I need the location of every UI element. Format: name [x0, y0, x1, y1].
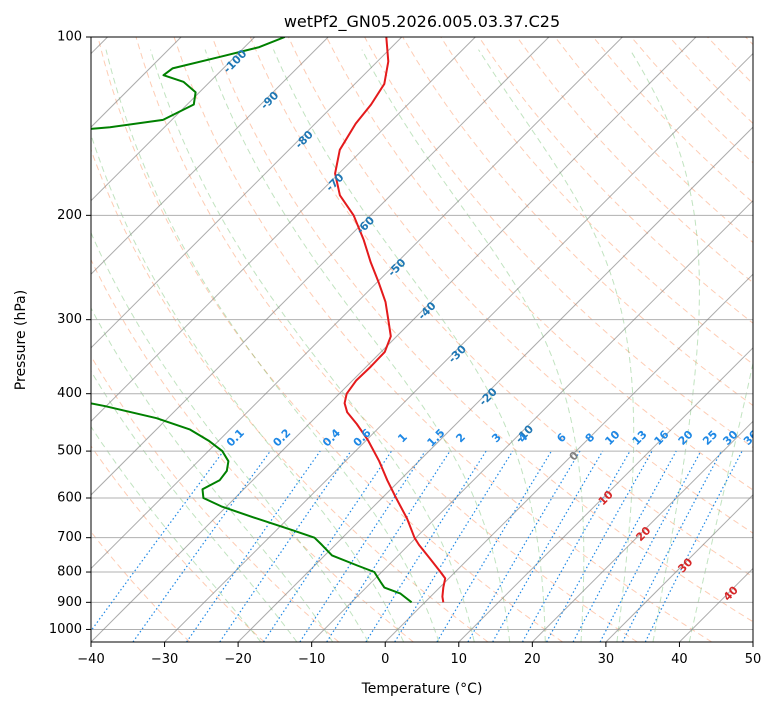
- y-tick-label: 500: [57, 444, 82, 459]
- mixing-ratio-line: [326, 450, 451, 642]
- mixing-ratio-line: [262, 450, 392, 642]
- x-axis-label: Temperature (°C): [361, 681, 483, 697]
- mixing-ratio-line: [546, 450, 653, 642]
- mixing-ratio-line: [132, 450, 271, 642]
- mixing-ratio-line: [186, 450, 321, 642]
- temperature-line: [334, 37, 447, 603]
- isotherm-gridline: [91, 37, 623, 570]
- isotherm-gridline: [91, 37, 329, 275]
- isotherm-gridline: [237, 126, 753, 642]
- y-axis-label: Pressure (hPa): [13, 290, 29, 390]
- moist-adiabat: [91, 231, 369, 642]
- dewpoint-line: [91, 37, 413, 604]
- plot-area: [91, 37, 753, 642]
- x-tick-label: −30: [151, 652, 178, 667]
- mixing-ratio-line: [644, 450, 743, 642]
- isotherm-gridline: [752, 641, 753, 642]
- isotherm-gridline: [605, 494, 753, 642]
- dry-adiabat: [91, 445, 265, 642]
- x-tick-label: 30: [598, 652, 615, 667]
- isotherm-gridline: [91, 37, 256, 202]
- moist-adiabat: [91, 133, 405, 642]
- x-tick-label: −20: [224, 652, 251, 667]
- isotherm-gridline: [311, 199, 753, 642]
- isotherm-gridline: [531, 420, 753, 642]
- dry-adiabat: [326, 37, 753, 491]
- y-tick-label: 600: [57, 491, 82, 506]
- plot-frame: [90, 36, 754, 643]
- y-tick-label: 400: [57, 386, 82, 401]
- dry-adiabat: [211, 37, 753, 623]
- x-tick-label: 20: [524, 652, 541, 667]
- y-tick-label: 800: [57, 565, 82, 580]
- dry-adiabat: [287, 37, 753, 534]
- x-tick-label: −40: [77, 652, 104, 667]
- mixing-ratio-label: 36: [741, 428, 761, 448]
- dry-adiabat: [173, 37, 713, 642]
- dry-adiabat: [91, 355, 340, 642]
- y-tick-label: 700: [57, 530, 82, 545]
- moist-adiabat: [629, 49, 700, 642]
- moist-adiabat: [91, 307, 334, 642]
- isotherm-gridline: [384, 273, 753, 642]
- dry-adiabat: [91, 258, 414, 642]
- mixing-ratio-line: [572, 450, 677, 642]
- moist-adiabat: [688, 360, 753, 642]
- chart-title: wetPf2_GN05.2026.005.03.37.C25: [284, 12, 560, 32]
- isotherm-gridline: [91, 37, 697, 642]
- moist-adiabat: [204, 49, 511, 642]
- x-tick-label: 10: [451, 652, 468, 667]
- axes: −40 −30 −20 −10 0 10 20 30 40 50 100 200 300 400 500 60…: [49, 30, 761, 668]
- isotherm-gridline: [91, 37, 403, 349]
- moist-adiabat: [478, 49, 635, 642]
- moist-adiabat: [150, 49, 475, 642]
- isotherm-gridline: [164, 52, 753, 642]
- plot-background: [91, 37, 753, 642]
- x-tick-label: −10: [298, 652, 325, 667]
- mixing-ratio-line: [521, 450, 631, 642]
- y-tick-label: 1000: [49, 622, 82, 637]
- isotherm-gridline: [458, 347, 753, 642]
- x-tick-label: 0: [381, 652, 389, 667]
- y-tick-label: 200: [57, 208, 82, 223]
- dry-adiabat: [135, 37, 638, 642]
- isotherm-gridline: [91, 37, 476, 423]
- isotherm-gridline: [91, 37, 550, 496]
- mixing-ratio-line: [219, 450, 352, 642]
- moist-adiabat: [105, 49, 440, 642]
- y-tick-label: 300: [57, 312, 82, 327]
- y-tick-label: 900: [57, 595, 82, 610]
- moist-adiabat: [91, 370, 298, 642]
- y-tick-label: 100: [57, 30, 82, 45]
- mixing-ratio-line: [394, 450, 514, 642]
- x-tick-label: 50: [745, 652, 762, 667]
- x-tick-label: 40: [671, 652, 688, 667]
- moist-adiabat: [273, 49, 546, 642]
- mixing-ratio-line: [91, 450, 224, 632]
- dry-adiabat: [249, 37, 753, 578]
- dry-adiabat: [97, 37, 563, 642]
- moist-adiabat: [91, 425, 262, 642]
